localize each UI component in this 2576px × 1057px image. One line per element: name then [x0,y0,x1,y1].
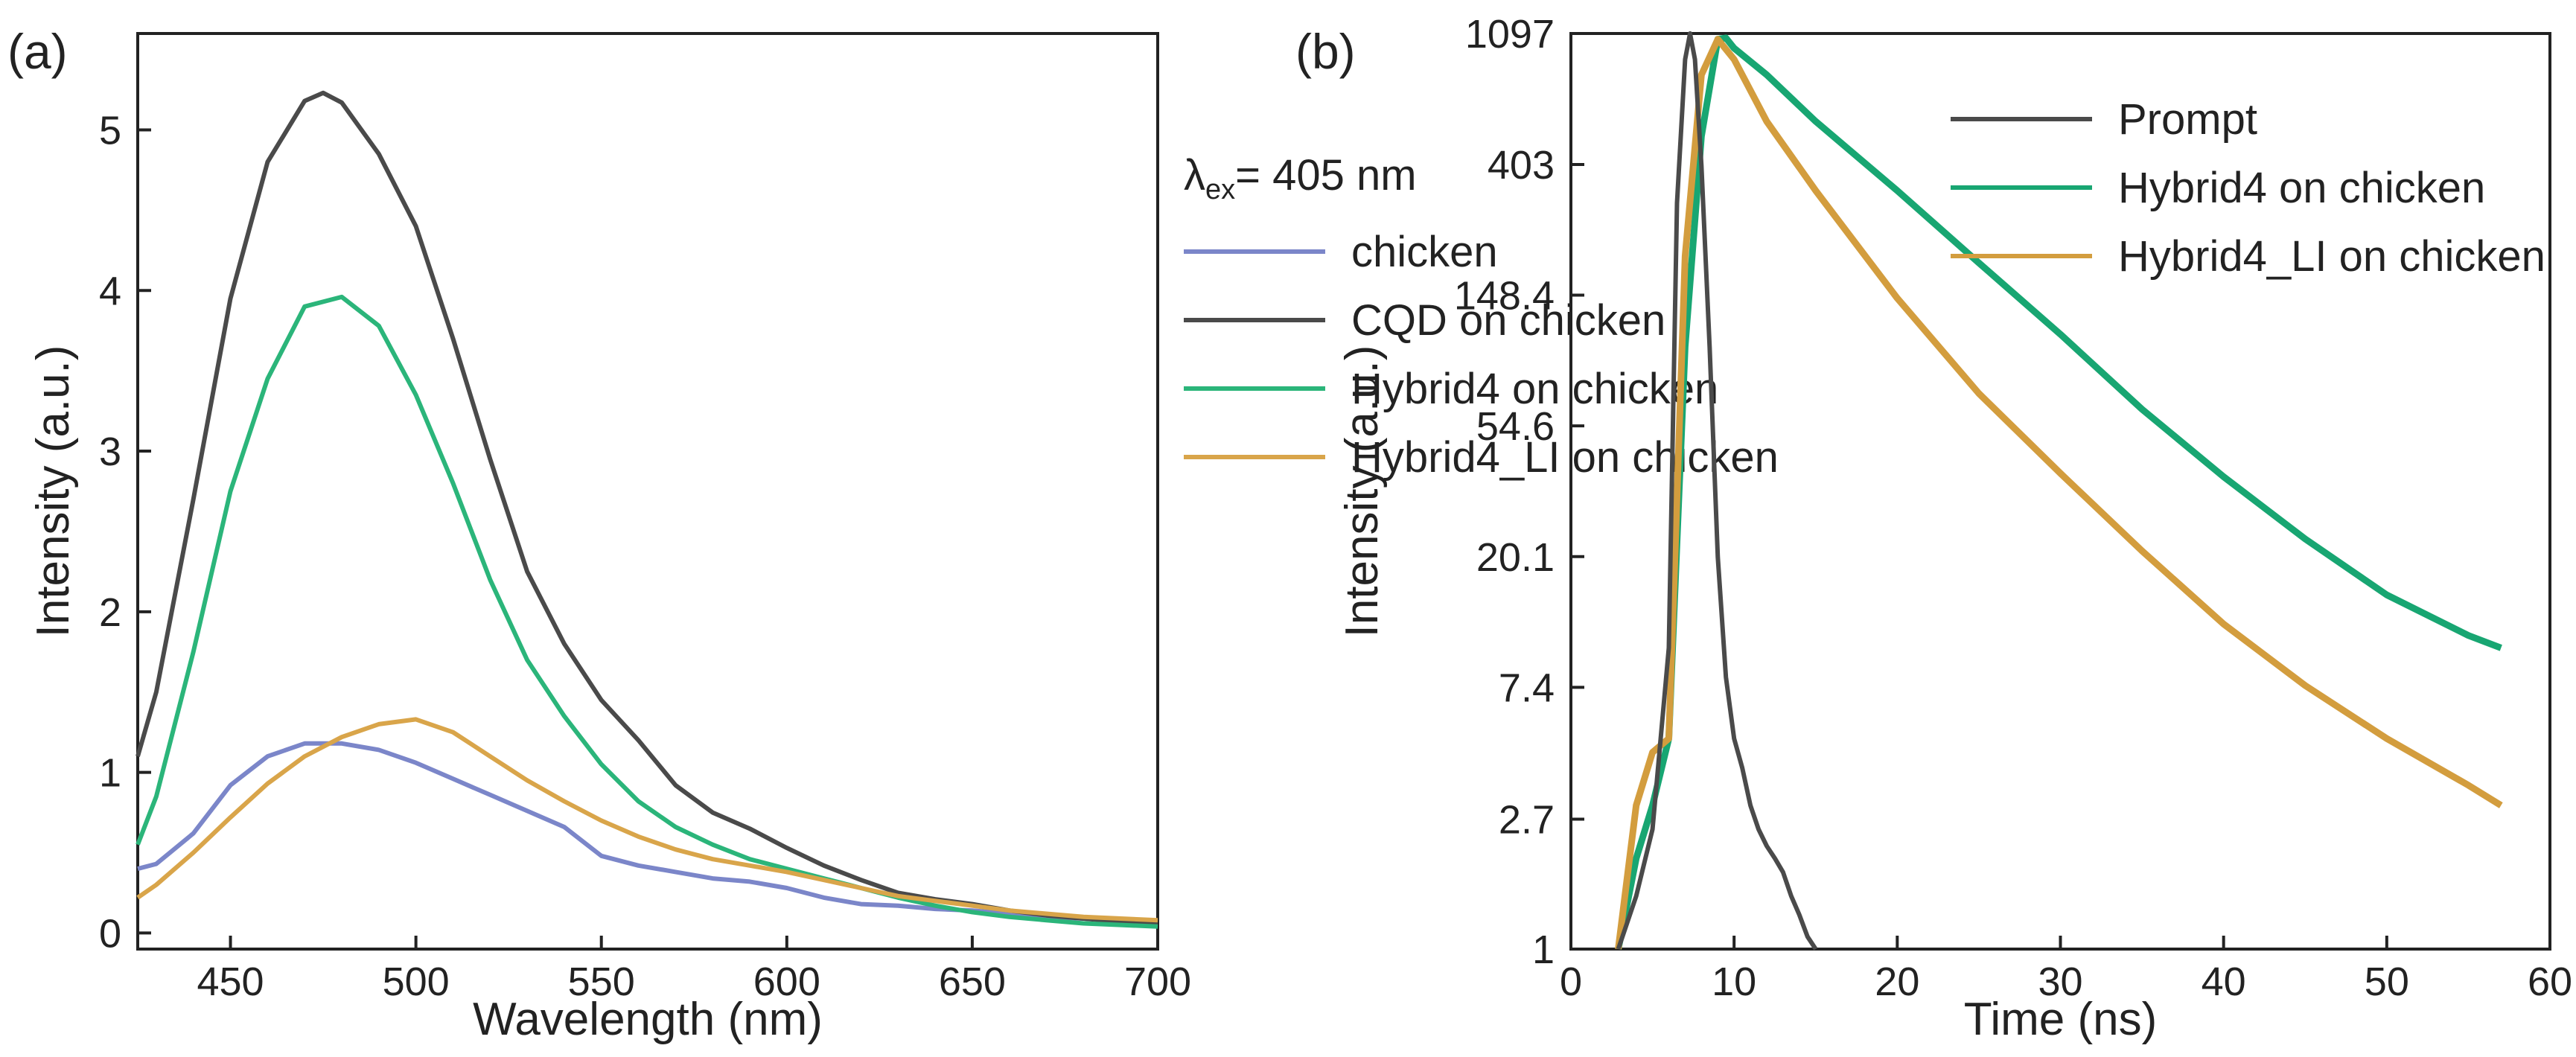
y-tick-label: 403 [1488,143,1555,188]
y-tick-label: 20.1 [1476,535,1555,580]
panel-a-excitation-annotation: λex= 405 nm [1184,151,1417,205]
panel-b-label: (b) [1295,24,1356,79]
legend-label: Hybrid4 on chicken [1351,365,1718,413]
y-tick-label: 1 [99,751,121,796]
series-line-hybrid4-li-on-chicken [1615,36,2503,950]
x-tick-label: 650 [939,959,1006,1004]
panel-b-x-ticks: 0 10 20 30 40 50 60 [1560,936,2572,1004]
annotation-subscript: ex [1205,174,1235,205]
panel-b-chart: (b) 0 10 20 30 40 50 60 1 2.7 7.4 20.1 54.6 148.4 40… [1295,12,2572,1045]
x-tick-label: 50 [2365,959,2409,1004]
panel-a-y-ticks: 0 1 2 3 4 5 [99,108,151,956]
panel-b-x-axis-label: Time (ns) [1964,994,2157,1045]
y-tick-label: 4 [99,269,121,313]
x-tick-label: 600 [753,959,820,1004]
y-tick-label: 1 [1532,927,1555,972]
y-tick-label: 3 [99,429,121,474]
x-tick-label: 550 [568,959,635,1004]
panel-a-x-ticks: 450 500 550 600 650 700 [197,936,1191,1004]
legend-label: Hybrid4 on chicken [2118,164,2485,212]
y-tick-label: 2.7 [1499,797,1555,842]
series-line-prompt [1616,31,1818,951]
legend-label: chicken [1351,228,1498,276]
svg-text:λex= 405 nm: λex= 405 nm [1184,151,1417,205]
panel-a-x-axis-label: Wavelength (nm) [473,994,823,1045]
panel-a-y-axis-label: Intensity (a.u.) [28,345,79,638]
panel-b-y-ticks: 1 2.7 7.4 20.1 54.6 148.4 403 1097 [1454,12,1584,972]
panel-b-y-axis-label: Intensity (a.u.) [1336,345,1388,638]
panel-a-label: (a) [7,24,68,79]
legend-label: CQD on chicken [1351,296,1665,345]
x-tick-label: 450 [197,959,264,1004]
panel-a-legend: chicken CQD on chicken Hybrid4 on chicken H… [1184,228,1779,482]
series-line-hybrid4-on-chicken [136,294,1158,929]
legend-label: Prompt [2118,95,2257,144]
series-line-cqd-on-chicken [136,90,1158,926]
panel-b-legend: Prompt Hybrid4 on chicken Hybrid4_LI on ch… [1951,95,2545,281]
x-tick-label: 500 [383,959,450,1004]
annotation-lambda: λ [1184,151,1205,199]
y-tick-label: 5 [99,108,121,153]
y-tick-label: 54.6 [1476,404,1555,449]
y-tick-label: 0 [99,911,121,956]
panel-a-plot-frame [136,32,1159,951]
y-tick-label: 148.4 [1454,273,1555,318]
annotation-value: = 405 nm [1235,151,1416,199]
x-tick-label: 60 [2528,959,2572,1004]
x-tick-label: 10 [1712,959,1756,1004]
panel-b-series [1615,31,2503,951]
y-tick-label: 7.4 [1499,665,1555,710]
legend-label: Hybrid4_LI on chicken [1351,433,1779,482]
x-tick-label: 40 [2202,959,2246,1004]
x-tick-label: 0 [1560,959,1582,1004]
legend-label: Hybrid4_LI on chicken [2118,232,2545,281]
series-line-hybrid4-li-on-chicken [136,717,1158,923]
y-tick-label: 2 [99,590,121,635]
x-tick-label: 30 [2038,959,2082,1004]
panel-a-series [136,90,1158,929]
x-tick-label: 700 [1124,959,1191,1004]
x-tick-label: 20 [1875,959,1919,1004]
y-tick-label: 1097 [1465,12,1555,57]
series-line-chicken [137,741,1158,925]
